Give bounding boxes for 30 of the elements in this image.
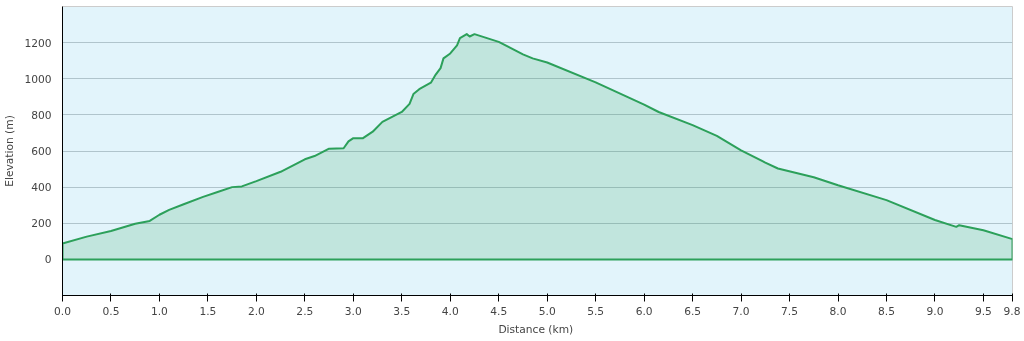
x-tick-label: 7.0 — [732, 304, 750, 318]
x-tick-label: 4.5 — [490, 304, 508, 318]
y-tick-label: 400 — [31, 181, 52, 195]
x-tick-label: 9.0 — [926, 304, 944, 318]
x-tick-label: 2.0 — [247, 304, 266, 318]
y-axis-title: Elevation (m) — [3, 115, 17, 187]
x-tick-label: 9.8 — [1003, 304, 1021, 318]
x-tick-label: 0.0 — [54, 304, 72, 318]
x-tick-label: 1.0 — [150, 304, 169, 318]
x-tick-label: 6.5 — [684, 304, 702, 318]
x-tick-label: 5.0 — [538, 304, 556, 318]
x-tick-label: 3.5 — [393, 304, 411, 318]
x-axis-title: Distance (km) — [498, 322, 574, 336]
x-tick-label: 8.5 — [878, 304, 895, 318]
x-tick-label: 7.5 — [781, 304, 799, 318]
x-tick-label: 2.5 — [296, 304, 314, 318]
x-tick-label: 9.5 — [974, 304, 992, 318]
x-tick-label: 3.0 — [344, 304, 363, 318]
y-tick-label: 1200 — [24, 36, 52, 50]
x-tick-label: 4.0 — [441, 304, 459, 318]
x-tick-label: 0.5 — [102, 304, 120, 318]
y-tick-label: 1000 — [24, 72, 52, 86]
y-tick-label: 0 — [44, 253, 52, 267]
x-tick-label: 1.5 — [199, 304, 217, 318]
y-tick-label: 600 — [31, 145, 52, 158]
y-tick-label: 200 — [31, 217, 52, 231]
y-tick-label: 800 — [31, 108, 52, 122]
x-tick-label: 6.0 — [635, 304, 653, 318]
x-tick-label: 5.5 — [587, 304, 605, 318]
x-tick-label: 8.0 — [829, 304, 847, 318]
